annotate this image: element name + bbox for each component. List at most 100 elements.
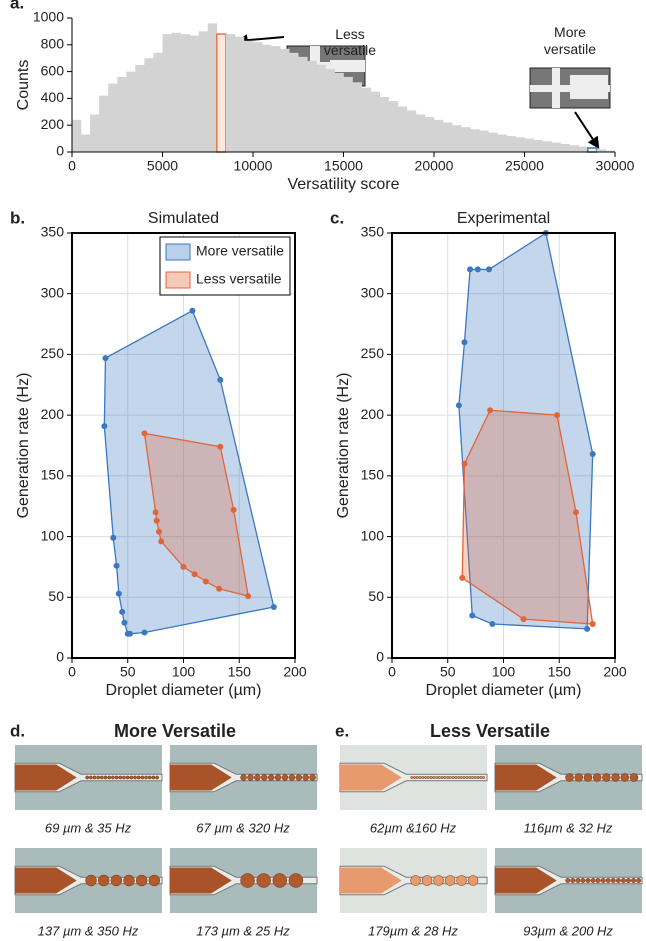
- histogram-bar: [560, 143, 571, 152]
- droplet: [295, 774, 303, 781]
- schematic-more: [529, 67, 611, 109]
- panel-label: d.: [10, 721, 25, 740]
- x-tick-label: 15000: [324, 158, 363, 174]
- histogram-bar: [461, 127, 471, 152]
- droplet: [413, 776, 416, 779]
- y-tick-label: 100: [41, 527, 65, 543]
- micrograph: [494, 745, 643, 810]
- caption: 62µm &160 Hz: [370, 820, 457, 835]
- droplet: [468, 776, 472, 779]
- droplet: [631, 878, 636, 883]
- histogram-bar: [253, 42, 263, 153]
- y-tick-label: 350: [361, 224, 385, 240]
- droplet: [103, 775, 108, 780]
- legend-label: More versatile: [196, 243, 284, 259]
- droplet: [600, 878, 606, 883]
- y-tick-label: 200: [41, 116, 65, 132]
- histogram-bar: [424, 117, 435, 152]
- y-axis-label: Generation rate (Hz): [15, 373, 32, 519]
- histogram-bar: [171, 32, 181, 152]
- histogram-bar: [352, 82, 362, 152]
- histogram-bar: [216, 33, 227, 153]
- histogram-bar: [569, 145, 580, 152]
- x-tick-label: 20000: [415, 158, 454, 174]
- histogram-bar: [162, 34, 172, 152]
- oil-phase: [170, 764, 232, 791]
- droplet: [302, 774, 309, 781]
- droplet: [565, 878, 571, 883]
- series-polygon: [461, 409, 594, 625]
- droplet: [574, 773, 584, 782]
- droplet: [580, 878, 586, 883]
- droplet: [418, 776, 422, 779]
- histogram-bar: [605, 150, 616, 152]
- droplet: [443, 776, 447, 779]
- droplet: [254, 774, 261, 781]
- data-point: [469, 612, 476, 619]
- data-point: [115, 590, 122, 597]
- data-point: [217, 376, 224, 383]
- data-point: [230, 506, 237, 513]
- droplet: [274, 774, 282, 781]
- histogram-bar: [542, 141, 552, 152]
- legend-label: Less versatile: [196, 271, 282, 287]
- data-point: [101, 423, 108, 430]
- x-tick-label: 5000: [147, 158, 178, 174]
- droplet: [482, 776, 485, 779]
- histogram-bar: [343, 76, 353, 152]
- oil-phase: [170, 867, 232, 894]
- caption: 116µm & 32 Hz: [524, 820, 613, 835]
- histogram-bar: [144, 58, 154, 153]
- histogram-bar: [99, 95, 109, 152]
- droplet: [451, 776, 455, 779]
- x-tick-label: 200: [603, 664, 627, 680]
- histogram-bar: [135, 64, 145, 152]
- plot-frame: [71, 232, 296, 659]
- data-point: [110, 534, 117, 541]
- droplet: [240, 774, 247, 781]
- y-tick-label: 50: [368, 588, 384, 604]
- droplet: [140, 775, 145, 780]
- histogram-bar: [533, 139, 543, 152]
- y-tick-label: 400: [41, 89, 65, 105]
- data-point: [467, 266, 474, 273]
- y-tick-label: 200: [361, 406, 385, 422]
- legend-swatch: [165, 243, 191, 261]
- droplet: [590, 878, 596, 883]
- data-point: [180, 563, 187, 570]
- caption: 67 µm & 320 Hz: [196, 820, 290, 835]
- droplet: [272, 873, 288, 888]
- data-point: [589, 451, 596, 457]
- droplet: [247, 774, 254, 781]
- x-tick-label: 50: [440, 664, 456, 680]
- histogram-bar: [280, 48, 290, 152]
- droplet: [133, 775, 137, 780]
- droplet: [267, 774, 275, 781]
- droplet: [421, 875, 433, 886]
- micrograph: [494, 848, 643, 913]
- droplet: [288, 873, 304, 888]
- x-axis-label: Droplet diameter (µm): [106, 682, 262, 699]
- panel-title: More Versatile: [114, 721, 236, 741]
- droplet: [122, 775, 126, 780]
- panel-label: c.: [330, 208, 344, 227]
- micrograph: [169, 848, 318, 913]
- droplet: [565, 773, 574, 782]
- x-tick-label: 0: [68, 664, 76, 680]
- droplet: [471, 776, 474, 779]
- droplet: [575, 878, 581, 883]
- droplet: [100, 775, 104, 780]
- histogram-bar: [488, 132, 498, 152]
- histogram-bar: [90, 114, 100, 152]
- y-tick-label: 600: [41, 62, 65, 78]
- droplet: [107, 775, 112, 780]
- histogram-bar: [243, 40, 254, 152]
- droplet: [610, 878, 616, 883]
- data-point: [113, 562, 120, 569]
- histogram-bar: [578, 146, 589, 152]
- data-point: [191, 571, 198, 578]
- x-tick-label: 0: [68, 158, 76, 174]
- data-point: [155, 528, 162, 535]
- droplet: [446, 776, 450, 779]
